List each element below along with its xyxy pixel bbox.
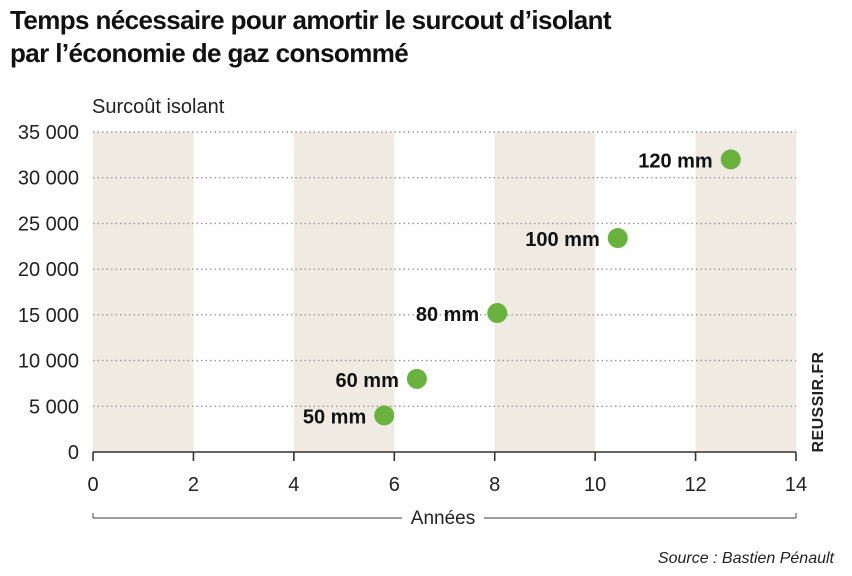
- x-tick-label: 0: [87, 474, 98, 496]
- x-tick-label: 12: [684, 474, 706, 496]
- brand-watermark: REUSSIR.FR: [810, 347, 828, 457]
- y-axis-label: Surcoût isolant: [92, 96, 225, 118]
- y-tick-label: 35 000: [18, 122, 79, 144]
- background-band: [293, 132, 395, 452]
- background-band: [93, 132, 194, 452]
- data-point-label: 100 mm: [525, 229, 600, 251]
- chart-title: Temps nécessaire pour amortir le surcout…: [10, 4, 612, 70]
- y-tick-label: 0: [68, 442, 79, 464]
- background-band: [494, 132, 596, 452]
- x-tick-label: 14: [785, 474, 807, 496]
- y-tick-label: 20 000: [18, 259, 79, 281]
- brand-text: REUSSIR.FR: [810, 351, 827, 453]
- title-line-2: par l’économie de gaz consommé: [10, 38, 409, 68]
- data-point-label: 50 mm: [303, 406, 366, 428]
- y-tick-label: 15 000: [18, 305, 79, 327]
- y-tick-label: 5 000: [29, 396, 79, 418]
- source-note: Source : Bastien Pénault: [657, 550, 834, 567]
- x-tick-label: 4: [288, 474, 299, 496]
- data-point-label: 60 mm: [336, 370, 399, 392]
- data-point: [406, 368, 427, 389]
- data-point-label: 80 mm: [416, 304, 479, 326]
- y-tick-label: 10 000: [18, 351, 79, 373]
- y-tick-label: 30 000: [18, 168, 79, 190]
- x-tick-label: 8: [489, 474, 500, 496]
- data-point: [487, 303, 508, 324]
- x-tick-label: 10: [584, 474, 606, 496]
- background-band: [695, 132, 796, 452]
- title-line-1: Temps nécessaire pour amortir le surcout…: [10, 5, 612, 35]
- data-point: [607, 228, 628, 249]
- data-point: [374, 405, 395, 426]
- x-tick-label: 6: [389, 474, 400, 496]
- data-point-label: 120 mm: [638, 150, 713, 172]
- y-tick-label: 25 000: [18, 213, 79, 235]
- data-point: [720, 149, 741, 170]
- x-axis-label: Années: [411, 508, 475, 529]
- x-tick-label: 2: [188, 474, 199, 496]
